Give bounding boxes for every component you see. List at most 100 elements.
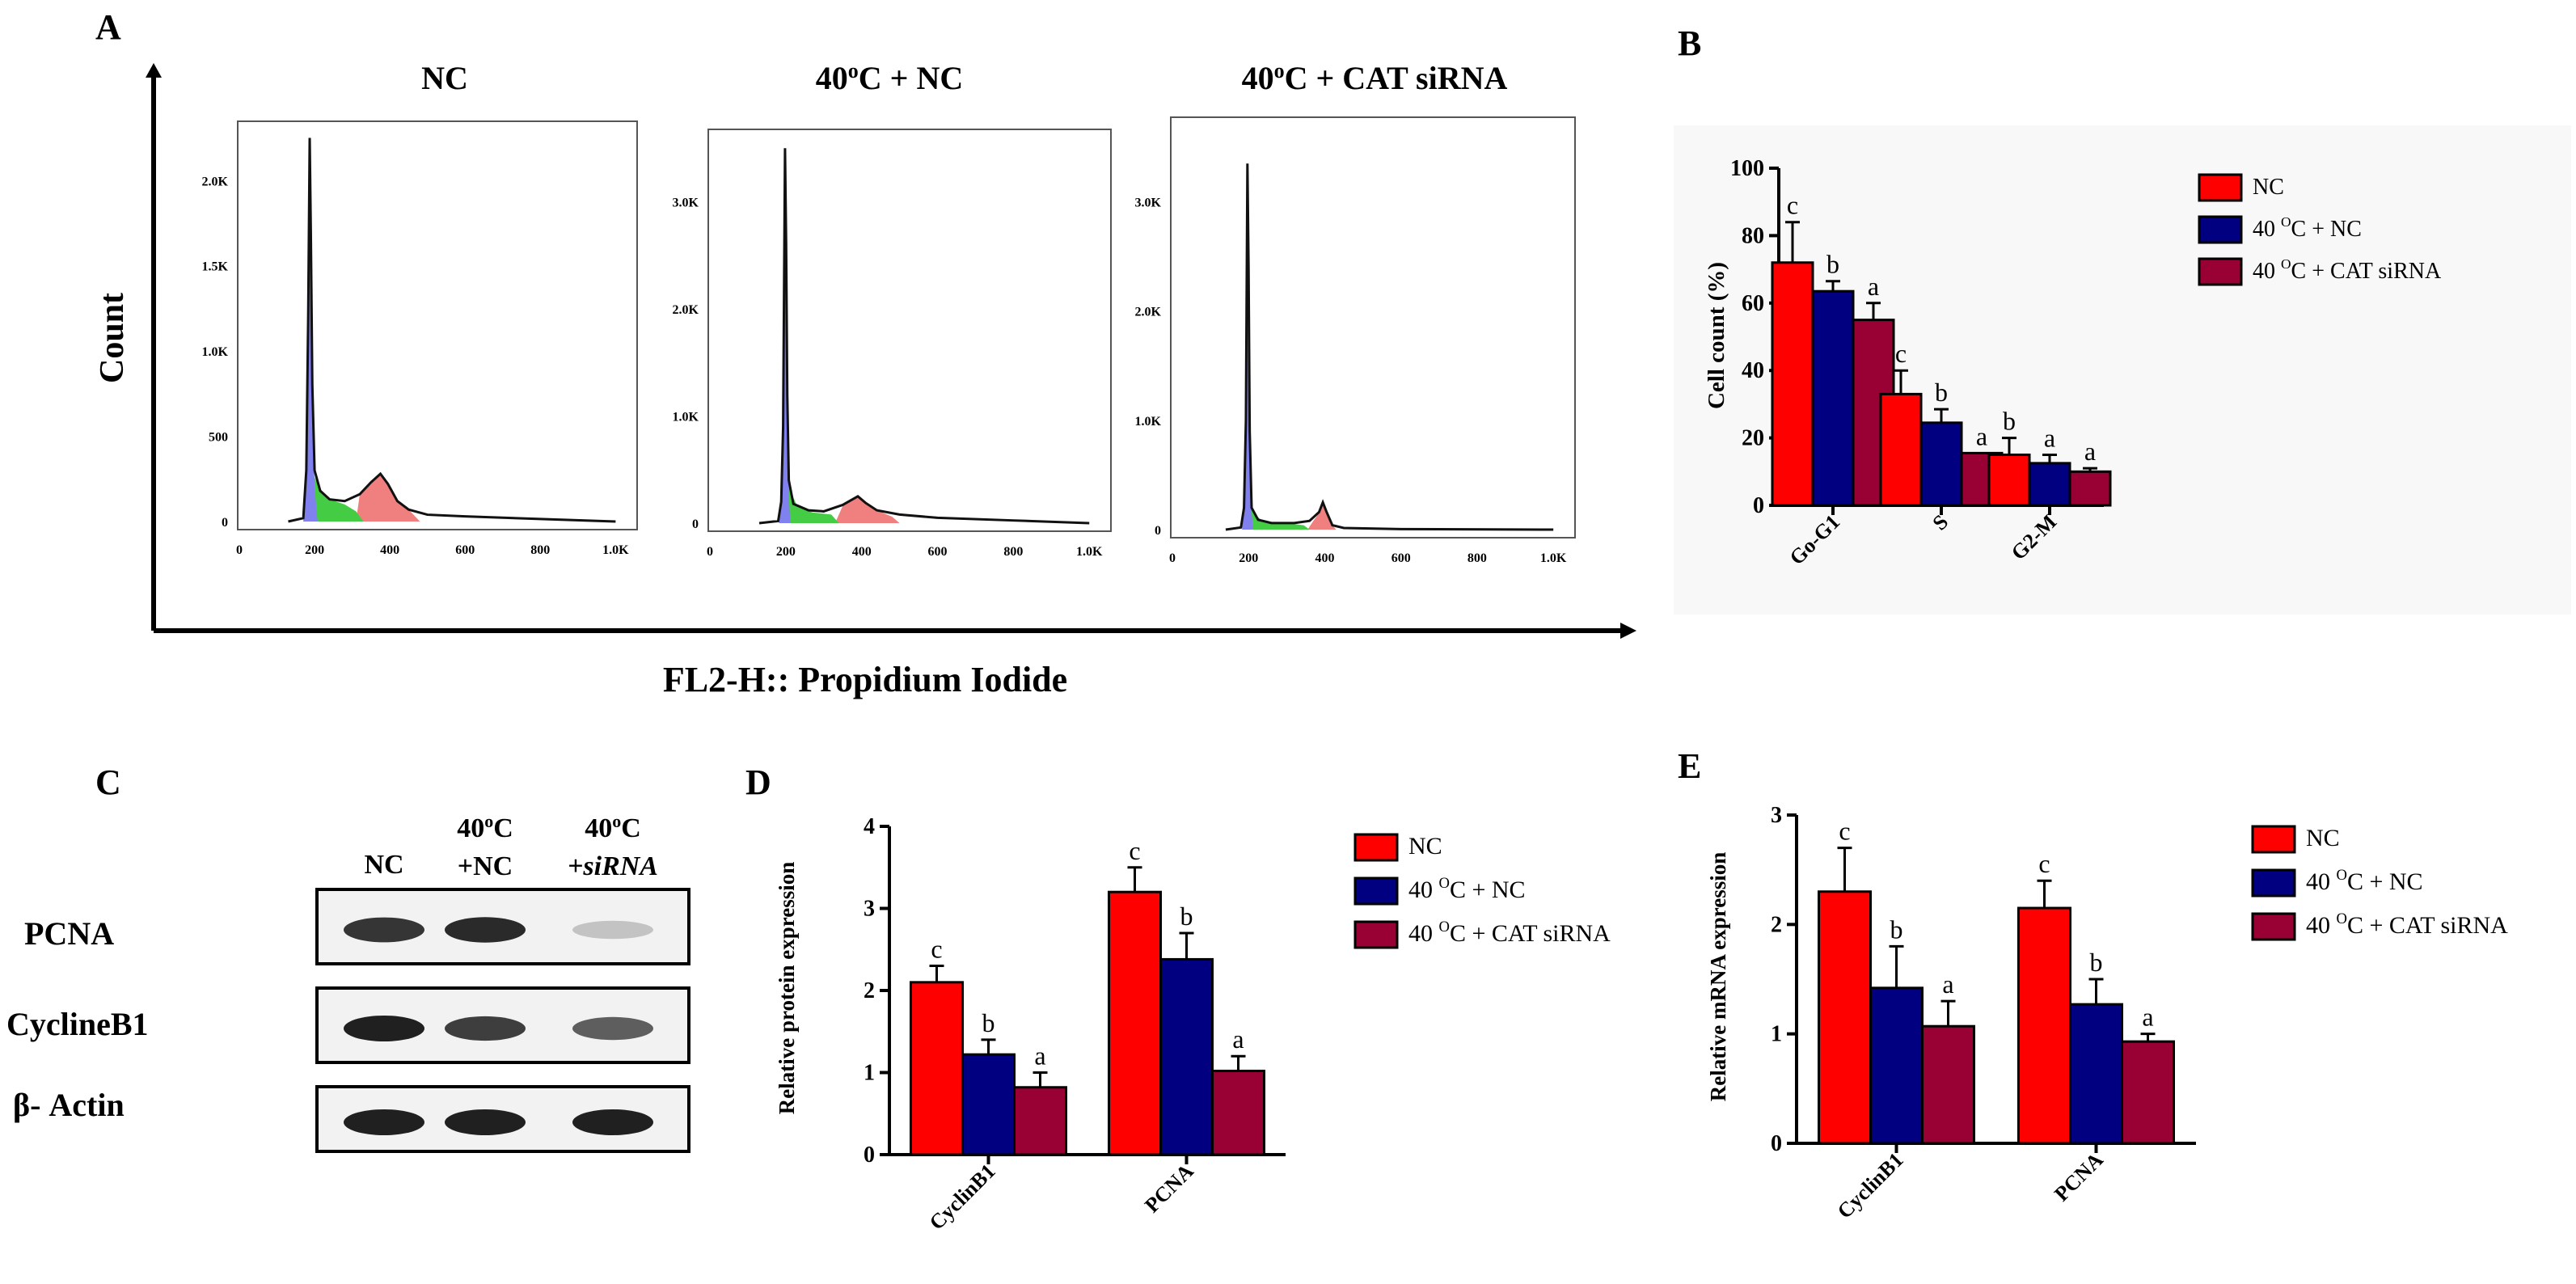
bar	[1159, 957, 1214, 1156]
significance-letter: b	[1826, 250, 1839, 279]
outer-x-label: FL2-H:: Propidium Iodide	[663, 660, 1067, 699]
blot-band	[445, 1016, 526, 1041]
lane-label-line1: 40oC	[585, 811, 641, 843]
histogram-title: 40oC + NC	[816, 59, 963, 96]
lane-label-line1: NC	[364, 850, 403, 880]
panel-a: Count FL2-H:: Propidium Iodide NC 05001.…	[94, 59, 1636, 699]
histogram-title: NC	[421, 60, 468, 96]
g2-phase-fill	[1307, 503, 1337, 530]
legend-label: 40 OC + CAT siRNA	[2306, 910, 2508, 939]
lane-label: NC	[364, 850, 403, 880]
x-tick-label: 600	[1391, 551, 1411, 565]
significance-letter: c	[2038, 849, 2050, 878]
significance-letter: c	[1895, 339, 1907, 368]
panel-label-c: C	[95, 762, 121, 802]
x-tick-label: 400	[380, 543, 399, 557]
panel-e-chart: Relative mRNA expression 0 1 2 3 CyclinB1 c b a…	[1706, 803, 2508, 1223]
x-tick-label: 800	[1467, 551, 1487, 565]
significance-letter: c	[931, 935, 942, 964]
y-tick-label: 1.0K	[1135, 415, 1162, 429]
legend-swatch	[2198, 257, 2243, 286]
blot-band	[445, 917, 526, 943]
x-tick-label: 600	[928, 545, 948, 559]
bar	[961, 1053, 1016, 1156]
x-tick-label: 800	[530, 543, 550, 557]
y-axis-label: Relative protein expression	[775, 862, 799, 1114]
lane-label: 40oC +NC	[457, 811, 513, 881]
y-tick-label: 3	[1771, 803, 1782, 828]
legend-label: 40 OC + NC	[2306, 867, 2423, 895]
x-tick-label: 200	[305, 543, 324, 557]
significance-letter: c	[1787, 191, 1798, 220]
x-tick-label: 0	[236, 543, 243, 557]
y-tick-label: 0	[692, 517, 699, 531]
panel-label-b: B	[1678, 23, 1701, 63]
significance-letter: a	[2084, 437, 2096, 466]
legend-label: 40 OC + NC	[2253, 214, 2362, 242]
bar	[2017, 906, 2071, 1145]
x-tick-label: 1.0K	[602, 543, 629, 557]
histogram-40c-nc: 40oC + NC 0 1.0K 2.0K 3.0K 0 200 400 600 800 1.0K	[673, 59, 1112, 559]
y-tick-label: 0	[864, 1143, 875, 1168]
bar	[1869, 986, 1924, 1145]
x-tick-label: 600	[455, 543, 475, 557]
lane-label-line2: +NC	[458, 851, 513, 881]
x-tick-label: PCNA	[2050, 1148, 2108, 1206]
y-tick-label: 2	[864, 978, 875, 1003]
bar	[1108, 890, 1162, 1156]
y-tick-label: 1	[864, 1061, 875, 1086]
legend-swatch	[1353, 920, 1399, 949]
legend-swatch	[2198, 215, 2243, 244]
significance-letter: a	[1976, 421, 1987, 450]
y-tick-label: 80	[1742, 223, 1764, 248]
histogram-outline	[288, 137, 616, 523]
y-tick-label: 2.0K	[202, 175, 229, 188]
outer-y-arrow	[146, 63, 162, 78]
y-tick-label: 2.0K	[1135, 306, 1162, 319]
s-phase-fill	[312, 470, 364, 522]
y-axis-label: Cell count (%)	[1704, 262, 1729, 409]
y-tick-label: 3.0K	[1135, 196, 1162, 210]
significance-letter: b	[1935, 378, 1948, 407]
y-tick-label: 3.0K	[673, 196, 699, 210]
y-tick-label: 4	[864, 814, 875, 839]
y-tick-label: 2.0K	[673, 303, 699, 317]
g1-phase-fill	[1242, 169, 1253, 530]
y-tick-label: 20	[1742, 426, 1764, 451]
x-tick-label: 0	[1169, 551, 1176, 565]
bar	[2028, 462, 2071, 507]
legend-label: NC	[1408, 833, 1442, 860]
histogram-40c-cat-sirna: 40oC + CAT siRNA 0 1.0K 2.0K 3.0K 0 200 400 600…	[1135, 59, 1576, 565]
y-tick-label: 1.5K	[202, 260, 229, 274]
histogram-title: 40oC + CAT siRNA	[1242, 59, 1508, 96]
histogram-frame	[1170, 116, 1576, 539]
legend-swatch	[2251, 912, 2296, 941]
blot-band	[572, 920, 653, 940]
x-tick-label: 800	[1003, 545, 1023, 559]
y-tick-label: 0	[1753, 493, 1764, 518]
significance-letter: a	[1232, 1024, 1244, 1054]
legend-label: NC	[2253, 175, 2284, 200]
legend-label: 40 OC + CAT siRNA	[2253, 256, 2442, 284]
panel-label-d: D	[745, 762, 771, 802]
legend-label: 40 OC + CAT siRNA	[1408, 919, 1611, 947]
x-tick-label: PCNA	[1140, 1159, 1198, 1218]
panel-label-e: E	[1678, 746, 1701, 786]
lane-label-line1: 40oC	[457, 811, 513, 843]
g2-phase-fill	[356, 473, 420, 522]
bar	[2069, 1003, 2123, 1145]
y-tick-label: 0	[222, 516, 228, 530]
y-tick-label: 0	[1771, 1131, 1782, 1156]
s-phase-fill	[785, 277, 839, 523]
y-tick-label: 3	[864, 897, 875, 922]
blot-band	[344, 1016, 424, 1041]
row-label: β- Actin	[13, 1087, 125, 1123]
significance-letter: b	[1890, 914, 1903, 944]
y-tick-label: 100	[1730, 156, 1764, 181]
significance-letter: a	[1868, 272, 1879, 301]
significance-letter: a	[2142, 1003, 2153, 1032]
y-tick-label: 1.0K	[202, 345, 229, 359]
significance-letter: a	[2044, 423, 2055, 452]
legend-swatch	[1353, 876, 1399, 906]
